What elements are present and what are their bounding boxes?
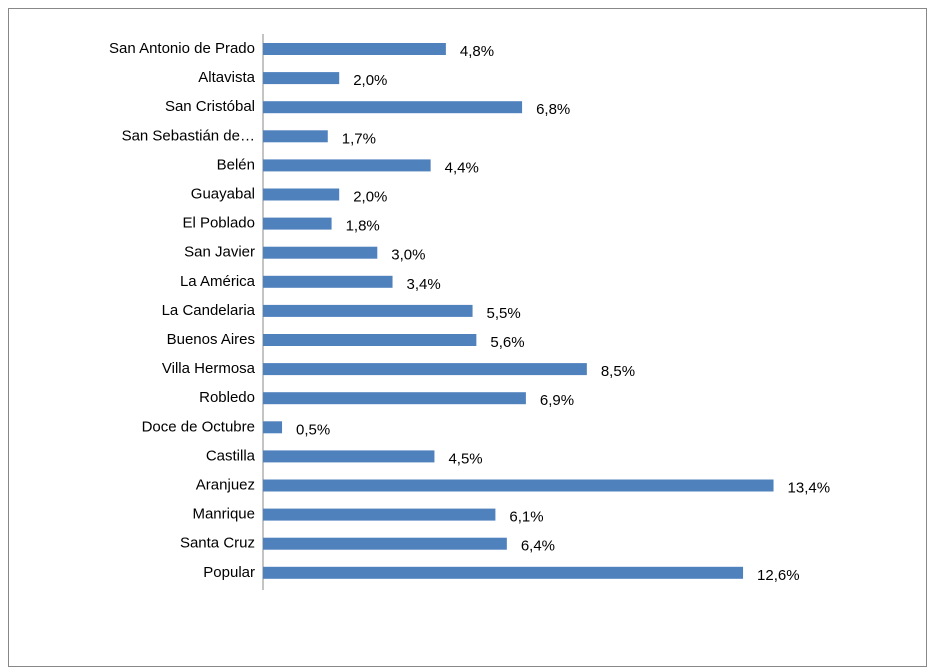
data-label: 1,7% bbox=[342, 130, 376, 147]
data-label: 13,4% bbox=[788, 479, 831, 496]
bar bbox=[263, 101, 523, 114]
data-label: 2,0% bbox=[353, 72, 387, 89]
data-label: 6,9% bbox=[540, 392, 574, 409]
data-label: 4,5% bbox=[448, 450, 482, 467]
category-label: Popular bbox=[203, 564, 255, 581]
category-label: Buenos Aires bbox=[167, 331, 255, 348]
bar bbox=[263, 159, 431, 172]
category-label: Villa Hermosa bbox=[162, 360, 256, 377]
data-label: 2,0% bbox=[353, 188, 387, 205]
bar bbox=[263, 566, 744, 579]
bar bbox=[263, 392, 526, 405]
data-label: 5,5% bbox=[487, 305, 521, 322]
data-label: 4,4% bbox=[445, 159, 479, 176]
data-label: 1,8% bbox=[346, 218, 380, 235]
category-label: Castilla bbox=[206, 447, 256, 464]
data-label: 4,8% bbox=[460, 43, 494, 60]
data-label: 6,4% bbox=[521, 538, 555, 555]
data-label: 12,6% bbox=[757, 567, 800, 584]
category-label: La Candelaria bbox=[162, 302, 256, 319]
category-label: Robledo bbox=[199, 389, 255, 406]
data-label: 8,5% bbox=[601, 363, 635, 380]
category-label: San Javier bbox=[184, 244, 255, 261]
category-label: La América bbox=[180, 273, 256, 290]
data-label: 0,5% bbox=[296, 421, 330, 438]
bar bbox=[263, 304, 473, 317]
category-label: Doce de Octubre bbox=[142, 418, 255, 435]
bar bbox=[263, 334, 477, 346]
bar bbox=[263, 450, 435, 463]
bar bbox=[263, 421, 283, 434]
data-label: 6,8% bbox=[536, 101, 570, 118]
bar bbox=[263, 188, 340, 201]
data-label: 3,4% bbox=[407, 276, 441, 293]
bar bbox=[263, 275, 393, 288]
data-label: 6,1% bbox=[509, 509, 543, 526]
bar bbox=[263, 130, 328, 143]
data-label: 5,6% bbox=[490, 334, 524, 351]
bar bbox=[263, 217, 332, 230]
bar bbox=[263, 508, 496, 521]
bar bbox=[263, 479, 774, 492]
category-label: San Cristóbal bbox=[165, 98, 255, 115]
category-label: San Antonio de Prado bbox=[109, 40, 255, 57]
category-label: Altavista bbox=[198, 69, 255, 86]
category-label: Santa Cruz bbox=[180, 535, 255, 552]
bar bbox=[263, 363, 587, 376]
bar bbox=[263, 72, 340, 85]
bar bbox=[263, 43, 446, 55]
category-label: Guayabal bbox=[191, 185, 255, 202]
data-label: 3,0% bbox=[391, 247, 425, 264]
category-label: Aranjuez bbox=[196, 476, 255, 493]
category-label: El Poblado bbox=[182, 215, 255, 232]
bar bbox=[263, 537, 507, 550]
category-label: San Sebastián de… bbox=[122, 127, 255, 144]
category-label: Belén bbox=[217, 156, 255, 173]
category-label: Manrique bbox=[192, 506, 255, 523]
bar bbox=[263, 246, 378, 259]
